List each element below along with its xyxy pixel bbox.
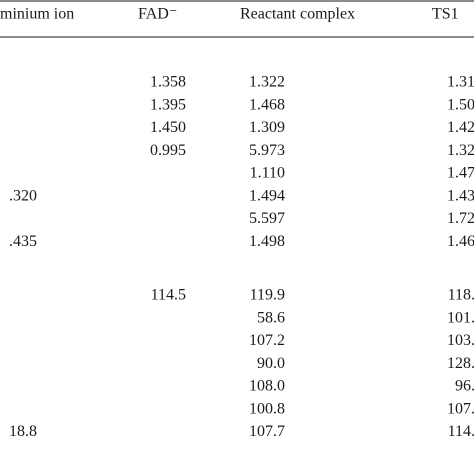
table-cell: 1.498 (249, 233, 285, 250)
column-header: FAD⁻ (138, 6, 177, 23)
table-cell: 5.597 (249, 210, 285, 227)
table-cell: 107. (447, 400, 474, 417)
table-cell: 1.358 (150, 74, 186, 91)
table-cell: 18.8 (9, 423, 37, 440)
table-cell: 1.43 (447, 187, 474, 204)
table-cell: 1.468 (249, 96, 285, 113)
table-cell: 108.0 (249, 378, 285, 395)
table-cell: 90.0 (257, 355, 285, 372)
table-cell: 101. (447, 309, 474, 326)
table-cell: .435 (9, 233, 37, 250)
table-cell: 1.450 (150, 119, 186, 136)
table-cell: 118. (448, 287, 474, 304)
table-cell: 114. (448, 423, 474, 440)
table-cell: 1.110 (250, 165, 285, 182)
table-cell: 0.995 (150, 142, 186, 159)
table-cell: 58.6 (257, 309, 285, 326)
table-cell: 1.46 (447, 233, 474, 250)
table-cell: 5.973 (249, 142, 285, 159)
table-cell: 1.32 (447, 142, 474, 159)
table-cell: 1.42 (447, 119, 474, 136)
table-cell: 1.72 (447, 210, 474, 227)
table-cell: 103. (447, 332, 474, 349)
table-cell: 1.31 (447, 74, 474, 91)
table-cell: 107.2 (249, 332, 285, 349)
column-header: minium ion (0, 6, 74, 23)
column-header: Reactant complex (240, 6, 355, 23)
table-cell: 114.5 (151, 287, 186, 304)
table-cell: 1.494 (249, 187, 285, 204)
table-cell: 1.395 (150, 96, 186, 113)
table-cell: 119.9 (250, 287, 285, 304)
table-cell: 96. (455, 378, 474, 395)
table-cell: 1.322 (249, 74, 285, 91)
table-cell: 1.309 (249, 119, 285, 136)
table-cell: 107.7 (249, 423, 285, 440)
table-cell: 100.8 (249, 400, 285, 417)
table-cell: 1.47 (447, 165, 474, 182)
column-header: TS1 (432, 6, 459, 23)
table-cell: .320 (9, 187, 37, 204)
table-cell: 1.50 (447, 96, 474, 113)
table-cell: 128. (447, 355, 474, 372)
